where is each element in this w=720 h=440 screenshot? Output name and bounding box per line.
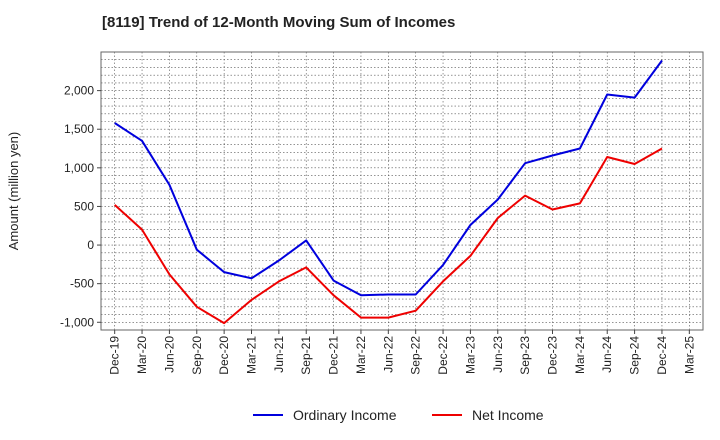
x-tick-label: Dec-21 (327, 336, 341, 375)
y-tick-label: 500 (74, 199, 94, 213)
x-tick-label: Mar-24 (573, 336, 587, 374)
x-tick-label: Dec-20 (217, 336, 231, 375)
x-tick-label: Sep-23 (518, 336, 532, 375)
legend: Ordinary Income Net Income (253, 407, 544, 423)
legend-label-ordinary-income: Ordinary Income (293, 407, 397, 423)
x-tick-label: Jun-24 (600, 336, 614, 373)
x-tick-label: Dec-19 (108, 336, 122, 375)
y-tick-label: -500 (70, 277, 94, 291)
x-tick-label: Mar-20 (135, 336, 149, 374)
x-tick-label: Sep-22 (409, 336, 423, 375)
y-tick-label: -1,000 (60, 315, 94, 329)
x-tick-label: Mar-22 (354, 336, 368, 374)
grid-lines (101, 52, 703, 330)
x-tick-label: Jun-20 (162, 336, 176, 373)
x-axis-ticks: Dec-19 Mar-20 Jun-20 Sep-20 Dec-20 Mar-21 Jun-… (108, 330, 696, 375)
y-tick-label: 1,500 (64, 122, 94, 136)
x-tick-label: Jun-21 (272, 336, 286, 373)
x-tick-label: Dec-24 (655, 336, 669, 375)
plot-area (100, 51, 704, 331)
x-tick-label: Sep-20 (190, 336, 204, 375)
x-tick-label: Mar-25 (682, 336, 696, 374)
series-line-ordinary-income (114, 59, 663, 297)
x-tick-label: Jun-22 (381, 336, 395, 373)
x-tick-label: Dec-23 (546, 336, 560, 375)
chart-title: [8119] Trend of 12-Month Moving Sum of I… (102, 14, 456, 31)
x-tick-label: Dec-22 (436, 336, 450, 375)
y-axis-ticks: -1,000 -500 0 500 1,000 1,500 2,000 (60, 84, 101, 329)
y-tick-label: 2,000 (64, 84, 94, 98)
series-line-net-income (114, 147, 663, 325)
x-tick-label: Sep-24 (628, 336, 642, 375)
y-tick-label: 0 (87, 238, 94, 252)
x-tick-label: Mar-21 (245, 336, 259, 374)
y-axis-title: Amount (million yen) (6, 132, 21, 251)
x-tick-label: Jun-23 (491, 336, 505, 373)
legend-label-net-income: Net Income (472, 407, 544, 423)
x-tick-label: Sep-21 (299, 336, 313, 375)
series (114, 59, 663, 325)
y-tick-label: 1,000 (64, 161, 94, 175)
x-tick-label: Mar-23 (463, 336, 477, 374)
